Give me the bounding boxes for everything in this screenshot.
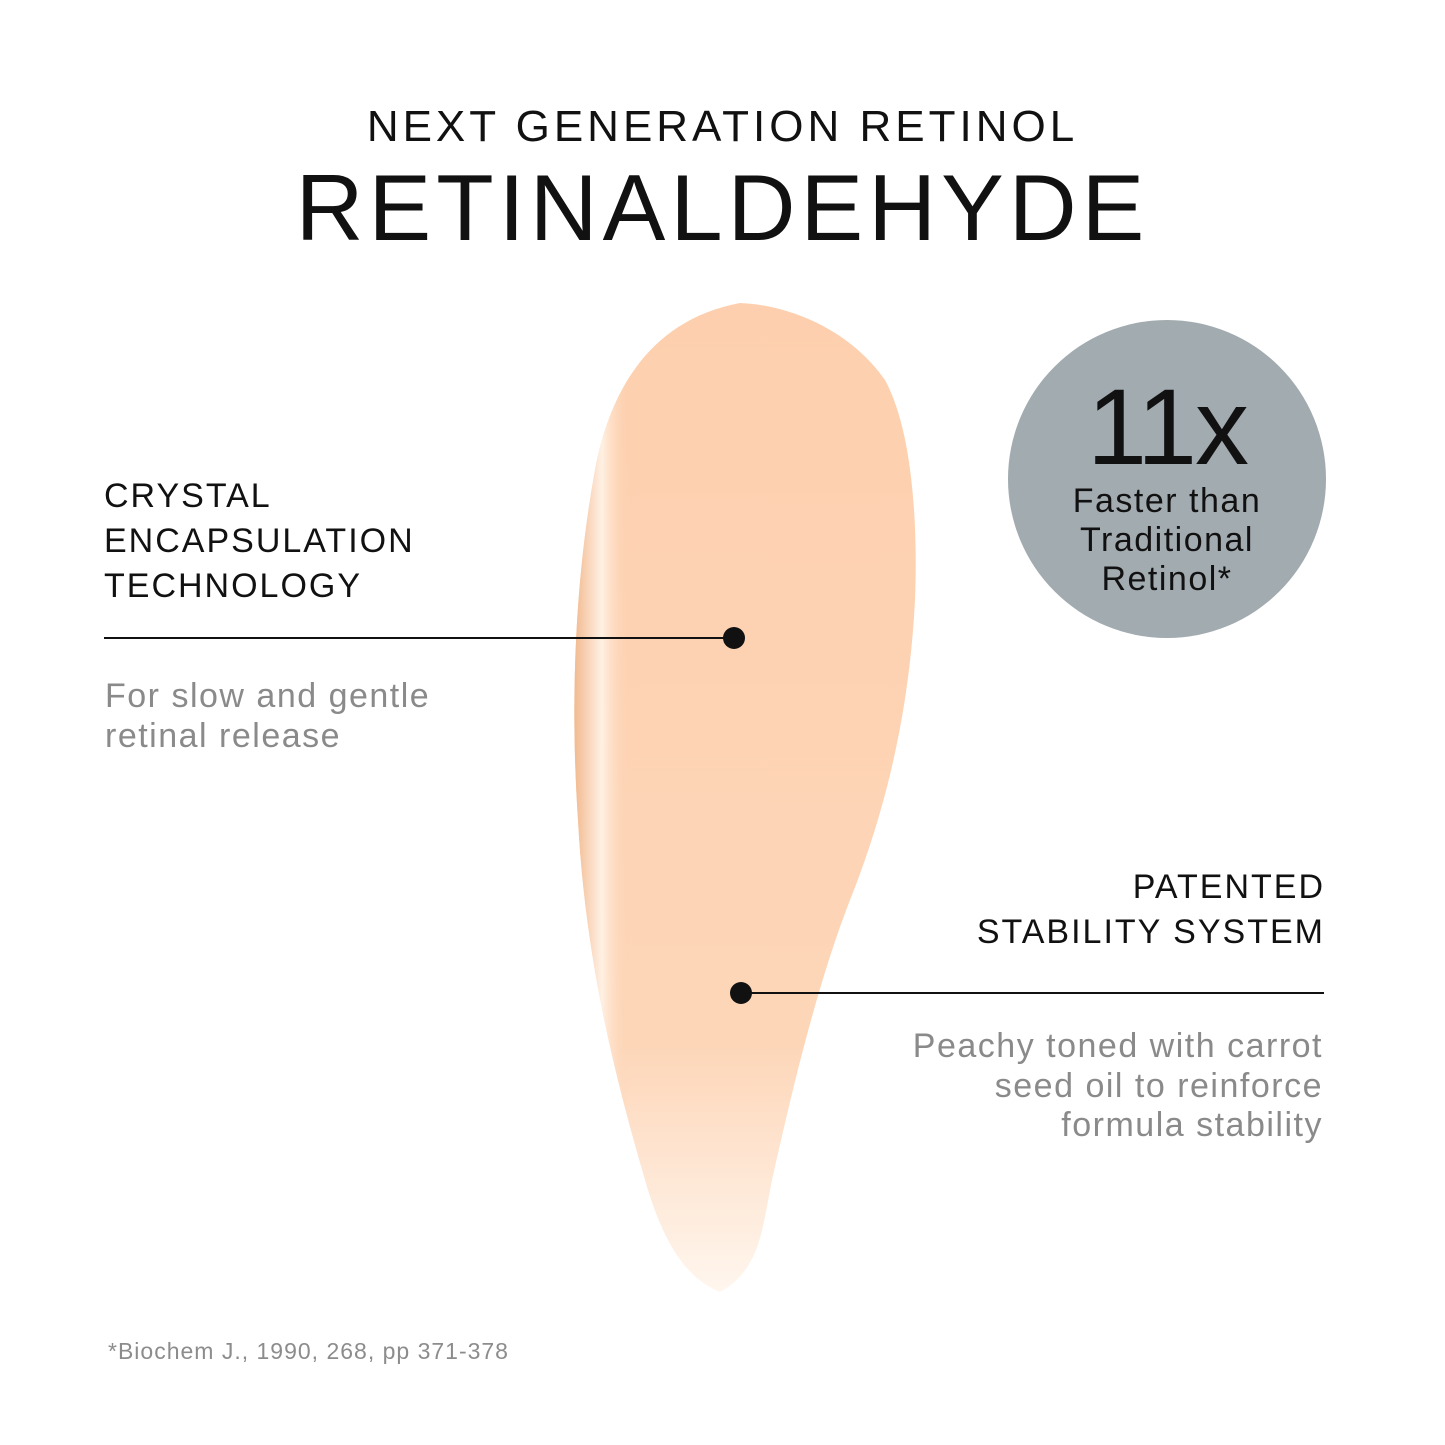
label-line: TECHNOLOGY bbox=[104, 567, 363, 605]
callout-left-label: CRYSTAL ENCAPSULATION TECHNOLOGY bbox=[104, 474, 415, 609]
eyebrow-heading: NEXT GENERATION RETINOL bbox=[366, 102, 1079, 151]
desc-line: retinal release bbox=[105, 716, 342, 755]
callout-left-line bbox=[104, 637, 734, 639]
desc-line: formula stability bbox=[1061, 1106, 1323, 1144]
badge-line: Retinol* bbox=[1101, 560, 1233, 598]
speed-badge: 11x Faster than Traditional Retinol* bbox=[1008, 320, 1326, 638]
label-line: STABILITY SYSTEM bbox=[976, 913, 1325, 951]
page-title: RETINALDEHYDE bbox=[295, 155, 1150, 260]
desc-line: For slow and gentle bbox=[105, 677, 431, 715]
label-line: PATENTED bbox=[1132, 868, 1325, 906]
desc-line: seed oil to reinforce bbox=[994, 1066, 1323, 1105]
badge-line: Traditional bbox=[1080, 521, 1254, 559]
label-line: CRYSTAL bbox=[104, 477, 272, 515]
callout-right-description: Peachy toned with carrot seed oil to rei… bbox=[913, 1027, 1323, 1146]
callout-right-line bbox=[741, 992, 1324, 994]
callout-right-label: PATENTED STABILITY SYSTEM bbox=[977, 865, 1325, 955]
badge-line: Faster than bbox=[1072, 482, 1262, 520]
badge-value: 11x bbox=[1086, 366, 1249, 487]
callout-left-description: For slow and gentle retinal release bbox=[105, 677, 430, 756]
callout-left-dot bbox=[723, 627, 745, 649]
footnote: *Biochem J., 1990, 268, pp 371-378 bbox=[108, 1338, 509, 1364]
callout-right-dot bbox=[730, 982, 752, 1004]
desc-line: Peachy toned with carrot bbox=[912, 1027, 1323, 1065]
label-line: ENCAPSULATION bbox=[104, 522, 415, 560]
